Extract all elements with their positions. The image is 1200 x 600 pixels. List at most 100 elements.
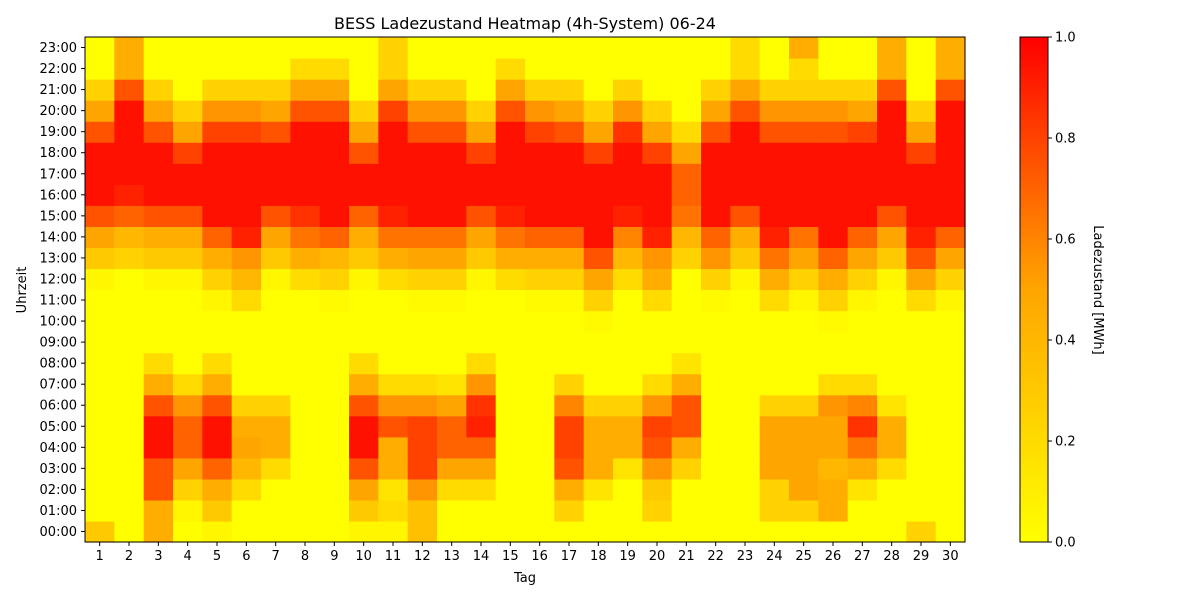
heatmap-cell [349, 247, 379, 270]
heatmap-cell [818, 247, 849, 270]
heatmap-cell [759, 247, 790, 270]
heatmap-cell [231, 331, 262, 354]
x-tick-label: 18 [590, 549, 607, 564]
heatmap-cell [466, 331, 497, 354]
heatmap-cell [202, 268, 233, 291]
heatmap-cell [642, 415, 673, 438]
heatmap-cell [261, 163, 291, 185]
heatmap-cell [818, 184, 849, 206]
heatmap-cell [261, 331, 291, 354]
heatmap-cell [407, 142, 438, 164]
heatmap-cell [202, 310, 233, 333]
heatmap-cell [319, 394, 350, 417]
heatmap-cell [202, 163, 233, 185]
heatmap-cell [554, 268, 585, 291]
heatmap-cell [671, 499, 702, 522]
heatmap-cell [759, 79, 790, 101]
heatmap-cell [935, 289, 966, 312]
heatmap-cell [231, 394, 262, 417]
heatmap-cell [319, 79, 350, 101]
heatmap-cell [613, 247, 643, 270]
heatmap-cell [906, 310, 937, 333]
heatmap-cell [261, 415, 291, 438]
heatmap-cell [437, 142, 467, 164]
heatmap-cell [437, 457, 467, 480]
heatmap-cell [701, 457, 731, 480]
heatmap-cell [789, 352, 819, 375]
heatmap-cell [583, 415, 614, 438]
heatmap-cell [114, 520, 145, 543]
y-tick-label: 20:00 [40, 104, 77, 119]
y-axis-ticks: 00:00 01:00 02:00 03:00 04:00 05:00 06:00 07:00… [40, 41, 85, 540]
heatmap-cell [789, 121, 819, 143]
heatmap-cell [143, 331, 174, 354]
heatmap-cell [554, 415, 585, 438]
heatmap-cell [583, 184, 614, 206]
heatmap-cell [378, 436, 409, 459]
heatmap-cell [613, 478, 643, 501]
heatmap-cell [935, 205, 966, 227]
heatmap-cell [613, 394, 643, 417]
heatmap-cell [877, 142, 907, 164]
x-tick-label: 27 [854, 549, 871, 564]
heatmap-cell [261, 436, 291, 459]
heatmap-cell [554, 58, 585, 80]
heatmap-cell [847, 142, 878, 164]
heatmap-cell [173, 499, 203, 522]
heatmap-cell [143, 142, 174, 164]
heatmap-cell [319, 268, 350, 291]
heatmap-cell [143, 352, 174, 375]
heatmap-cell [701, 331, 731, 354]
heatmap-cell [759, 100, 790, 122]
x-tick-label: 5 [213, 549, 221, 564]
heatmap-cell [730, 184, 761, 206]
heatmap-cell [407, 352, 438, 375]
heatmap-cell [466, 499, 497, 522]
heatmap-cell [349, 289, 379, 312]
heatmap-cell [173, 415, 203, 438]
heatmap-cell [290, 394, 321, 417]
heatmap-cell [935, 79, 966, 101]
heatmap-cell [759, 457, 790, 480]
colorbar-tick-label: 1.0 [1055, 31, 1076, 46]
heatmap-cell [759, 58, 790, 80]
heatmap-cell [583, 58, 614, 80]
heatmap-cell [173, 310, 203, 333]
heatmap-cell [261, 79, 291, 101]
colorbar-tick-label: 0.6 [1055, 233, 1076, 248]
heatmap-cell [114, 205, 145, 227]
heatmap-cell [525, 226, 555, 249]
heatmap-cell [613, 121, 643, 143]
heatmap-cell [349, 331, 379, 354]
heatmap-cell [906, 457, 937, 480]
heatmap-cell [701, 268, 731, 291]
y-axis-label: Uhrzeit [15, 267, 30, 314]
heatmap-cell [466, 184, 497, 206]
heatmap-cell [378, 247, 409, 270]
heatmap-cell [114, 457, 145, 480]
heatmap-cell [85, 394, 115, 417]
heatmap-cell [495, 79, 526, 101]
heatmap-cell [789, 58, 819, 80]
heatmap-cell [554, 121, 585, 143]
heatmap-cell [730, 499, 761, 522]
heatmap-cell [642, 226, 673, 249]
heatmap-cell [349, 415, 379, 438]
heatmap-cell [877, 415, 907, 438]
heatmap-cell [554, 373, 585, 396]
heatmap-cell [437, 331, 467, 354]
heatmap-cell [231, 436, 262, 459]
heatmap-cell [290, 100, 321, 122]
heatmap-cell [906, 184, 937, 206]
heatmap-cell [847, 415, 878, 438]
heatmap-cell [202, 352, 233, 375]
heatmap-cell [642, 247, 673, 270]
heatmap-cell [642, 373, 673, 396]
heatmap-cell [583, 499, 614, 522]
heatmap-cell [789, 163, 819, 185]
heatmap-cell [437, 100, 467, 122]
heatmap-cell [319, 499, 350, 522]
y-tick-label: 11:00 [40, 294, 77, 309]
heatmap-cell [466, 121, 497, 143]
heatmap-cell [173, 289, 203, 312]
